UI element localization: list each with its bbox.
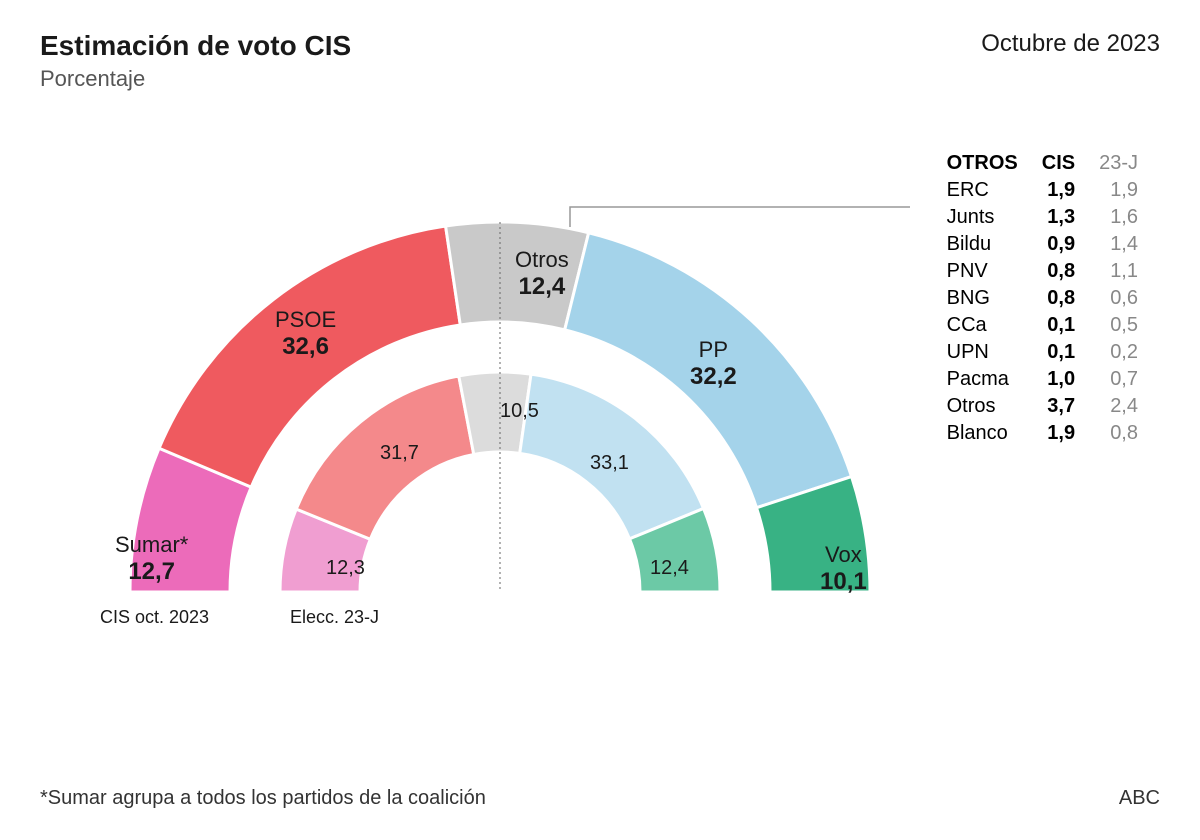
- chart-title: Estimación de voto CIS: [40, 30, 351, 62]
- label-vox: Vox 10,1: [820, 542, 867, 597]
- others-row: Otros3,72,4: [935, 393, 1150, 420]
- others-row: UPN0,10,2: [935, 339, 1150, 366]
- others-table: OTROS CIS 23-J ERC1,91,9Junts1,31,6Bildu…: [935, 150, 1150, 447]
- others-row: ERC1,91,9: [935, 177, 1150, 204]
- label-pp: PP 32,2: [690, 337, 737, 392]
- others-row: Junts1,31,6: [935, 204, 1150, 231]
- inner-val-sumar: 12,3: [326, 557, 365, 580]
- source-label: ABC: [1119, 787, 1160, 810]
- others-row: Pacma1,00,7: [935, 366, 1150, 393]
- others-row: Bildu0,91,4: [935, 231, 1150, 258]
- inner-val-otros: 10,5: [500, 400, 539, 423]
- inner-val-pp: 33,1: [590, 452, 629, 475]
- label-otros: Otros 12,4: [515, 247, 569, 302]
- others-header-23j: 23-J: [1087, 150, 1150, 177]
- others-header-cis: CIS: [1030, 150, 1087, 177]
- footnote: *Sumar agrupa a todos los partidos de la…: [40, 787, 486, 810]
- others-row: BNG0,80,6: [935, 285, 1150, 312]
- inner-val-vox: 12,4: [650, 557, 689, 580]
- inner-val-psoe: 31,7: [380, 442, 419, 465]
- chart-subtitle: Porcentaje: [40, 66, 351, 92]
- others-row: PNV0,81,1: [935, 258, 1150, 285]
- others-row: Blanco1,90,8: [935, 420, 1150, 447]
- ring-label-outer: CIS oct. 2023: [100, 607, 209, 628]
- ring-label-inner: Elecc. 23-J: [290, 607, 379, 628]
- label-sumar: Sumar* 12,7: [115, 532, 188, 587]
- chart-date: Octubre de 2023: [981, 30, 1160, 58]
- others-row: CCa0,10,5: [935, 312, 1150, 339]
- label-psoe: PSOE 32,6: [275, 307, 336, 362]
- others-header-name: OTROS: [935, 150, 1030, 177]
